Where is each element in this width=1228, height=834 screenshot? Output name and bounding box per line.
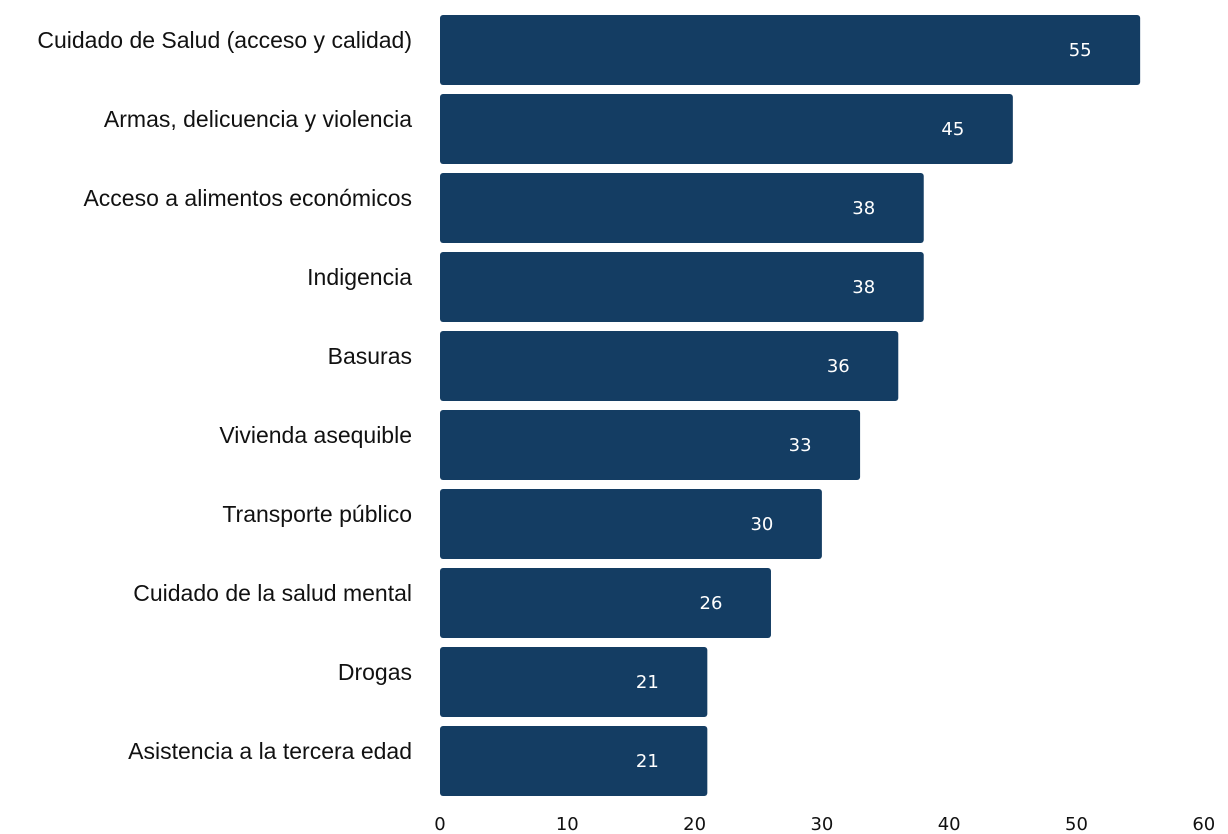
- bar: [440, 726, 708, 796]
- bar-value-label: 38: [852, 198, 875, 219]
- category-label: Indigencia: [307, 264, 412, 290]
- bar: [440, 410, 861, 480]
- bar-value-label: 38: [852, 277, 875, 298]
- category-label: Vivienda asequible: [219, 422, 412, 448]
- bar-value-label: 30: [750, 514, 773, 535]
- bar-value-label: 45: [941, 119, 964, 140]
- category-label: Cuidado de la salud mental: [133, 580, 412, 606]
- category-label: Armas, delicuencia y violencia: [104, 106, 412, 132]
- x-tick-label: 20: [683, 814, 706, 834]
- bar-value-label: 55: [1069, 40, 1092, 61]
- category-label: Cuidado de Salud (acceso y calidad): [37, 27, 412, 53]
- bar: [440, 94, 1013, 164]
- bar: [440, 331, 899, 401]
- bar-value-label: 36: [827, 356, 850, 377]
- x-tick-label: 30: [810, 814, 833, 834]
- bar-value-label: 26: [700, 593, 723, 614]
- x-tick-label: 60: [1192, 814, 1215, 834]
- x-tick-label: 40: [938, 814, 961, 834]
- bars-group: 55 45 38 38 36 33 30 26 21 21: [440, 15, 1141, 796]
- x-axis-ticks-group: 0 10 20 30 40 50 60: [434, 814, 1215, 834]
- category-label: Drogas: [338, 659, 412, 685]
- category-label: Acceso a alimentos económicos: [83, 185, 412, 211]
- bar: [440, 252, 924, 322]
- x-tick-label: 0: [434, 814, 445, 834]
- category-label: Basuras: [328, 343, 412, 369]
- bar-value-label: 33: [789, 435, 812, 456]
- x-tick-label: 10: [556, 814, 579, 834]
- bar: [440, 173, 924, 243]
- bar-value-label: 21: [636, 672, 659, 693]
- bar: [440, 489, 822, 559]
- bar: [440, 647, 708, 717]
- x-tick-label: 50: [1065, 814, 1088, 834]
- bar: [440, 15, 1141, 85]
- category-labels-group: Cuidado de Salud (acceso y calidad) Armas…: [37, 27, 412, 764]
- category-label: Asistencia a la tercera edad: [128, 738, 412, 764]
- bar-value-label: 21: [636, 751, 659, 772]
- bar: [440, 568, 771, 638]
- category-label: Transporte público: [222, 501, 412, 527]
